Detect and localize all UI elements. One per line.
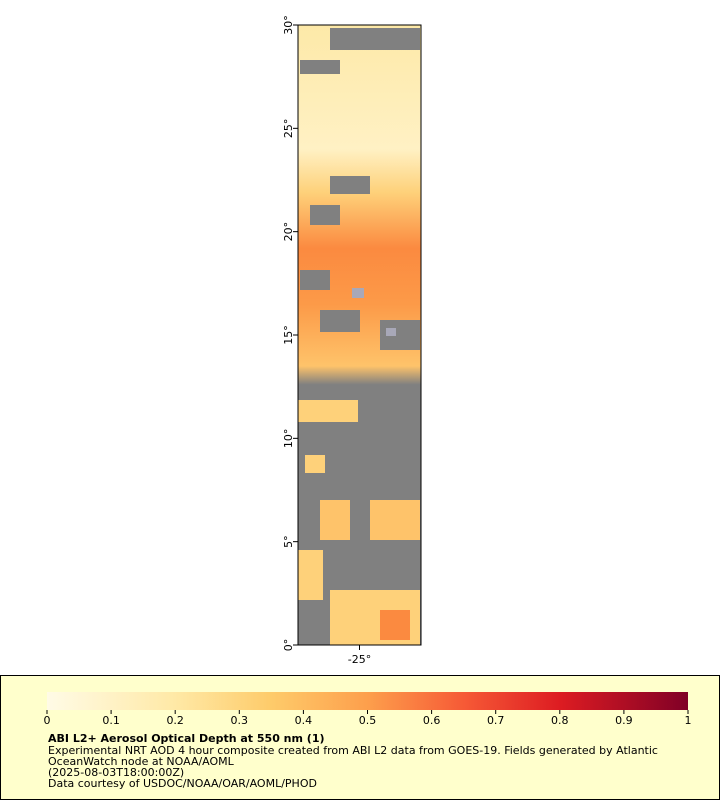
y-tick-label: 0° xyxy=(282,639,295,652)
x-tick-label: -25° xyxy=(348,653,371,666)
y-tick-label: 5° xyxy=(282,535,295,548)
colorbar-tick-label: 0.9 xyxy=(615,714,633,727)
caption-line: Data courtesy of USDOC/NOAA/OAR/AOML/PHO… xyxy=(48,777,317,790)
caption-line: Experimental NRT AOD 4 hour composite cr… xyxy=(48,744,658,757)
y-tick-label: 20° xyxy=(282,222,295,242)
map-field xyxy=(298,25,421,645)
colorbar-tick-label: 0.3 xyxy=(231,714,249,727)
colorbar-tick-label: 1 xyxy=(685,714,692,727)
y-tick-label: 15° xyxy=(282,325,295,345)
colorbar xyxy=(47,692,688,710)
y-tick-label: 25° xyxy=(282,119,295,139)
colorbar-tick-label: 0 xyxy=(44,714,51,727)
caption-title: ABI L2+ Aerosol Optical Depth at 550 nm … xyxy=(48,732,325,745)
colorbar-tick-label: 0.6 xyxy=(423,714,441,727)
colorbar-tick-label: 0.2 xyxy=(166,714,184,727)
y-tick-label: 10° xyxy=(282,429,295,449)
caption-line: OceanWatch node at NOAA/AOML xyxy=(48,755,235,768)
y-tick-label: 30° xyxy=(282,15,295,35)
colorbar-tick-label: 0.4 xyxy=(295,714,313,727)
colorbar-tick-label: 0.8 xyxy=(551,714,569,727)
colorbar-tick-label: 0.1 xyxy=(102,714,120,727)
colorbar-tick-label: 0.7 xyxy=(487,714,505,727)
colorbar-tick-label: 0.5 xyxy=(359,714,377,727)
caption-line: (2025-08-03T18:00:00Z) xyxy=(48,766,184,779)
